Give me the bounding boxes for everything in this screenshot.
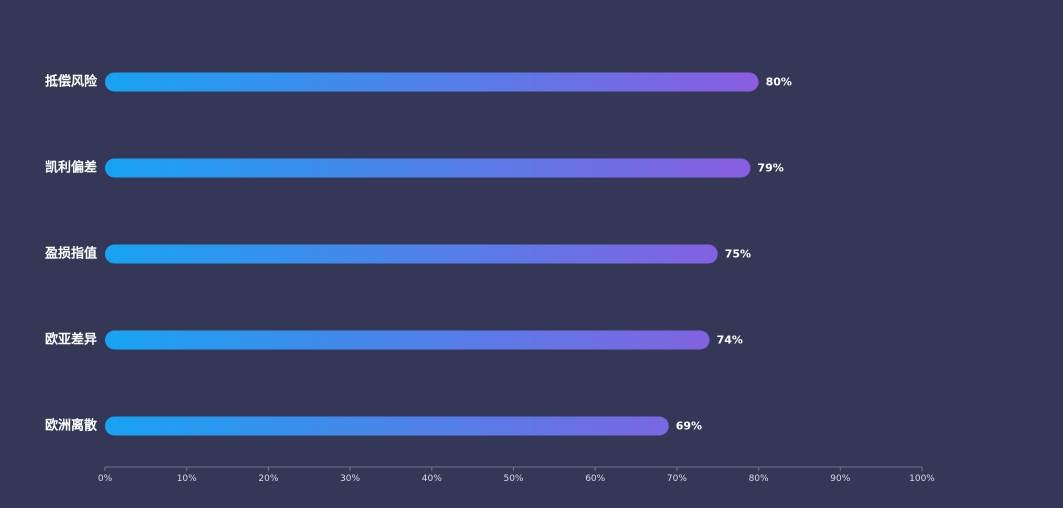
value-label: 74% — [717, 334, 743, 347]
x-tick-label: 60% — [585, 474, 605, 484]
value-label: 80% — [766, 76, 792, 89]
x-tick-label: 70% — [667, 474, 687, 484]
x-tick-label: 100% — [909, 474, 935, 484]
x-tick-label: 80% — [749, 474, 769, 484]
x-tick-label: 50% — [503, 474, 523, 484]
x-tick-label: 40% — [422, 474, 442, 484]
x-tick-label: 0% — [98, 474, 113, 484]
bar — [105, 330, 710, 350]
category-label: 盈损指值 — [44, 246, 97, 262]
x-tick-label: 10% — [177, 474, 197, 484]
bar — [105, 72, 759, 92]
category-label: 欧洲离散 — [45, 418, 98, 434]
value-label: 79% — [757, 162, 783, 175]
bar — [105, 158, 751, 178]
category-label: 欧亚差异 — [45, 332, 97, 348]
x-axis: 0% 10% 20% 30% 40% 50% 60% 70% 80% 90% 100% — [98, 466, 935, 484]
x-tick-label: 20% — [258, 474, 278, 484]
value-label: 75% — [725, 248, 751, 261]
x-tick-label: 90% — [830, 474, 850, 484]
bar — [105, 416, 669, 436]
bar — [105, 244, 718, 264]
value-label: 69% — [676, 420, 702, 433]
category-label: 凯利偏差 — [45, 160, 97, 176]
x-tick-label: 30% — [340, 474, 360, 484]
category-label: 抵偿风险 — [45, 74, 98, 90]
bars-group: 抵偿风险 80% 凯利偏差 79% 盈损指值 75% 欧亚差异 74% 欧洲离散 69% — [44, 72, 792, 436]
